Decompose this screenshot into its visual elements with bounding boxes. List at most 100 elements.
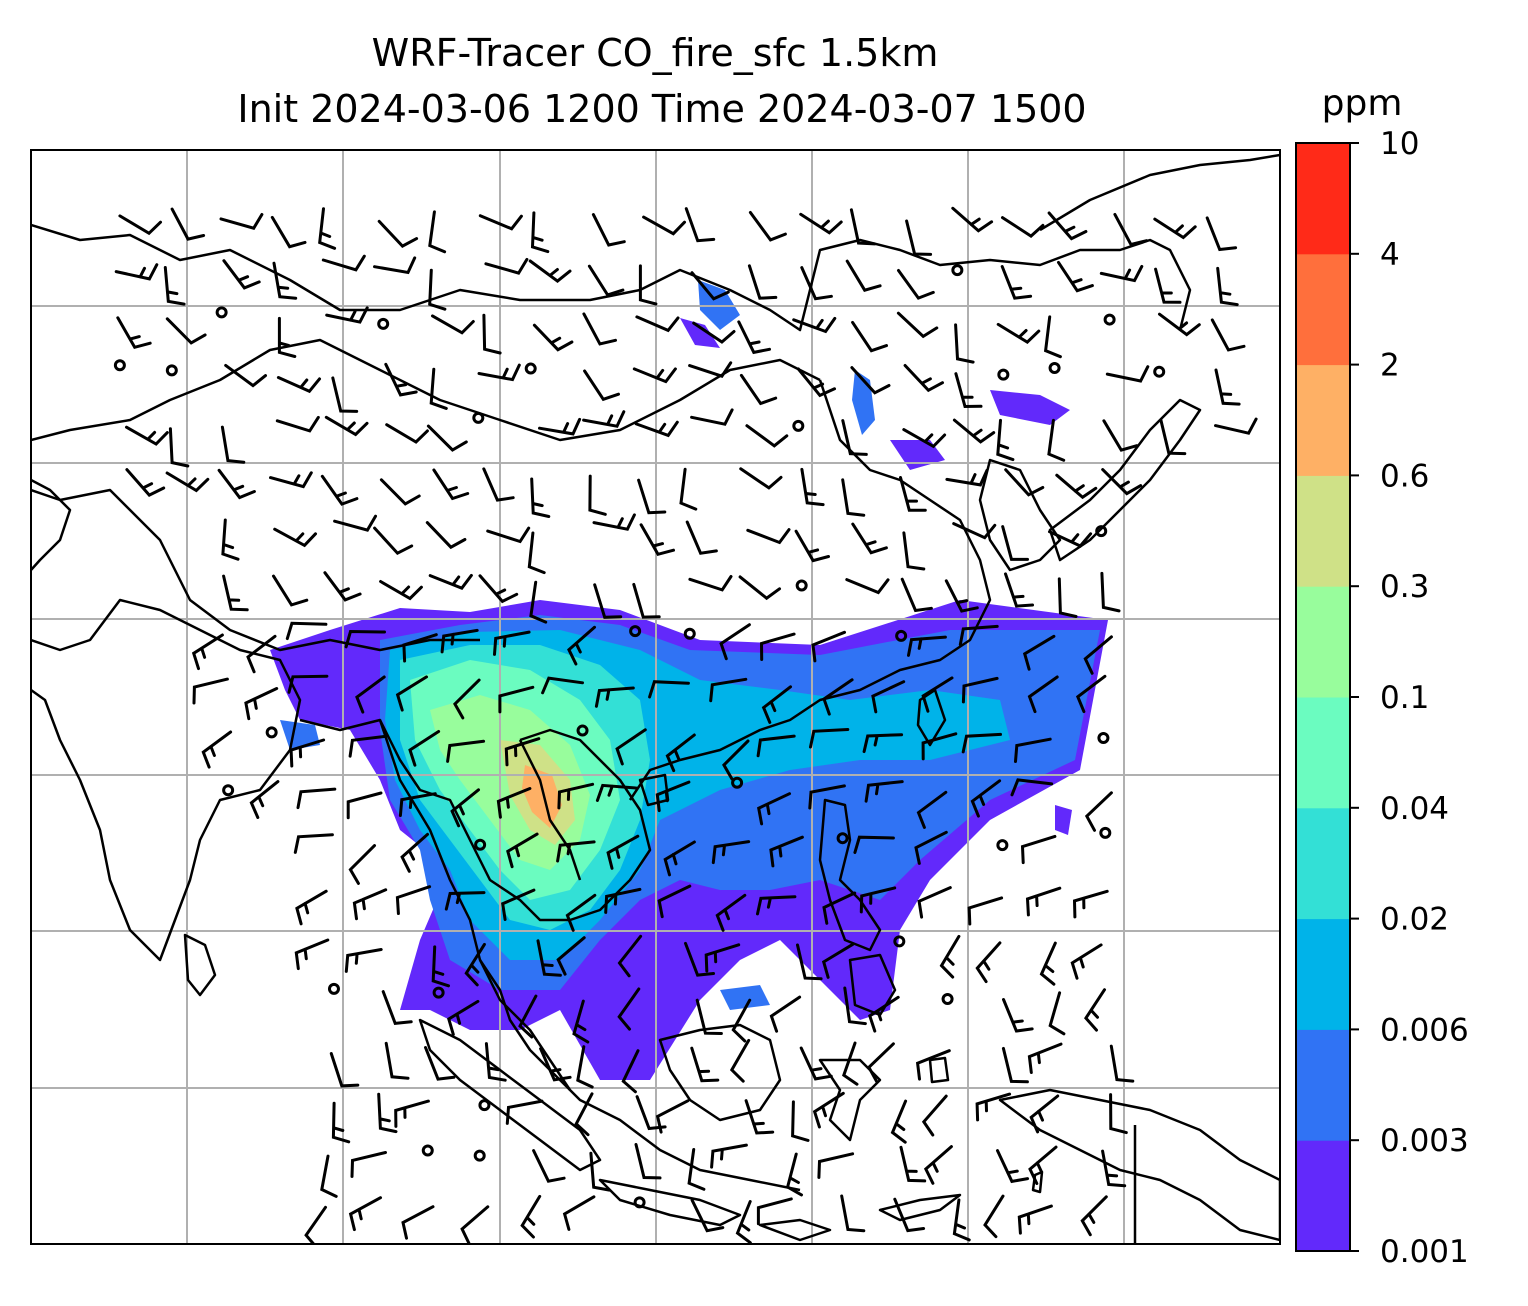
wind-calm-marker	[792, 419, 805, 432]
wind-barb	[556, 936, 586, 976]
wind-barb	[318, 207, 337, 250]
wind-barb	[867, 1042, 895, 1083]
wind-barb	[1043, 315, 1062, 359]
colorbar-tick-label: 0.003	[1380, 1123, 1469, 1159]
wind-barb	[737, 320, 771, 355]
wind-calm-marker	[474, 838, 487, 851]
wind-barb	[1083, 635, 1113, 675]
wind-calm-marker	[222, 784, 235, 797]
wind-barb	[709, 677, 748, 703]
wind-barb	[429, 367, 448, 410]
colorbar-tick-label: 0.006	[1380, 1012, 1469, 1048]
wind-barb	[541, 676, 584, 695]
wind-barb	[408, 730, 441, 767]
wind-barb	[384, 362, 418, 397]
wind-barb	[576, 1045, 594, 1089]
wind-barb	[114, 263, 159, 281]
wind-barb	[679, 467, 698, 511]
wind-barb	[902, 531, 926, 571]
border-laos	[518, 739, 582, 881]
wind-calm-marker	[113, 359, 126, 372]
wind-barb	[426, 424, 468, 452]
island-new-guinea	[998, 1088, 1280, 1242]
wind-barb	[428, 210, 447, 254]
wind-calm-marker	[1099, 826, 1112, 839]
wind-barb	[843, 986, 867, 1026]
wind-barb	[692, 321, 736, 344]
wind-barb	[606, 834, 640, 870]
colorbar-swatches	[1296, 143, 1350, 1252]
wind-barb	[1002, 998, 1034, 1033]
coastlines-and-borders	[31, 153, 1280, 1244]
wind-barb	[1001, 525, 1029, 561]
wind-barb	[871, 680, 906, 714]
wind-barb	[722, 739, 750, 781]
wind-barb	[582, 312, 617, 346]
wind-barb	[1048, 991, 1066, 1036]
wind-barb	[217, 468, 256, 500]
wind-barb	[1048, 530, 1093, 548]
colorbar-swatch	[1296, 586, 1350, 698]
wind-calm-marker	[165, 364, 178, 377]
wind-barb	[293, 833, 334, 854]
wind-barb	[907, 635, 947, 657]
wind-barb	[634, 1143, 662, 1180]
island-mindanao	[848, 953, 897, 1017]
wind-barb	[493, 630, 531, 656]
wind-barb	[272, 574, 309, 607]
wind-barb	[1022, 634, 1056, 671]
wind-barb	[711, 840, 751, 865]
wind-barb	[1070, 943, 1103, 980]
wind-calm-marker	[432, 986, 445, 999]
colorbar-frame	[1295, 142, 1351, 1252]
wind-barb	[1216, 266, 1239, 307]
wind-barb	[1004, 572, 1034, 608]
wind-barb	[958, 624, 999, 647]
wind-calm-marker	[997, 368, 1010, 381]
wind-barb	[275, 415, 320, 433]
colorbar-swatch	[1296, 697, 1350, 809]
wind-barb	[715, 893, 747, 932]
wind-barb	[118, 214, 162, 236]
wind-calm-marker	[1048, 361, 1061, 374]
wind-barb	[842, 1041, 859, 1086]
wind-calm-marker	[1097, 732, 1110, 745]
wind-barb	[325, 306, 369, 324]
wind-barb	[289, 738, 326, 768]
wind-barb	[384, 1041, 410, 1080]
island-small-3	[1031, 1170, 1044, 1194]
wind-barb	[539, 1047, 572, 1082]
wind-barb	[952, 522, 997, 540]
wind-barb	[799, 212, 843, 235]
wind-barb	[800, 467, 825, 507]
colorbar-tick-label: 4	[1380, 237, 1400, 273]
wind-barb	[747, 264, 778, 300]
wind-calm-marker	[633, 1196, 646, 1209]
wind-barb	[355, 675, 386, 714]
wind-barb	[642, 215, 686, 236]
wind-barb	[905, 219, 933, 256]
wind-barb	[484, 257, 529, 275]
wind-calm-marker	[893, 935, 906, 948]
colorbar-tick-label: 0.02	[1380, 902, 1449, 938]
border-tibet	[31, 488, 480, 652]
wind-barb	[761, 685, 792, 724]
wind-barb	[595, 783, 639, 802]
wind-barb	[975, 1092, 1012, 1122]
wind-barb	[1014, 737, 1052, 763]
wind-barb	[536, 939, 562, 977]
wind-barb	[276, 376, 321, 394]
wind-calm-marker	[895, 629, 908, 642]
wind-barb	[688, 361, 733, 378]
coastline-west-edge	[31, 478, 72, 571]
wind-barb	[377, 219, 419, 248]
island-java	[598, 1178, 742, 1227]
wind-barb	[967, 896, 1004, 926]
wind-barb	[285, 621, 328, 641]
wind-barb	[812, 1091, 845, 1129]
wind-barb	[864, 780, 904, 803]
wind-barb	[221, 518, 240, 561]
wind-barb	[168, 427, 190, 468]
wind-barb	[532, 1149, 566, 1183]
wind-barb	[850, 366, 891, 395]
